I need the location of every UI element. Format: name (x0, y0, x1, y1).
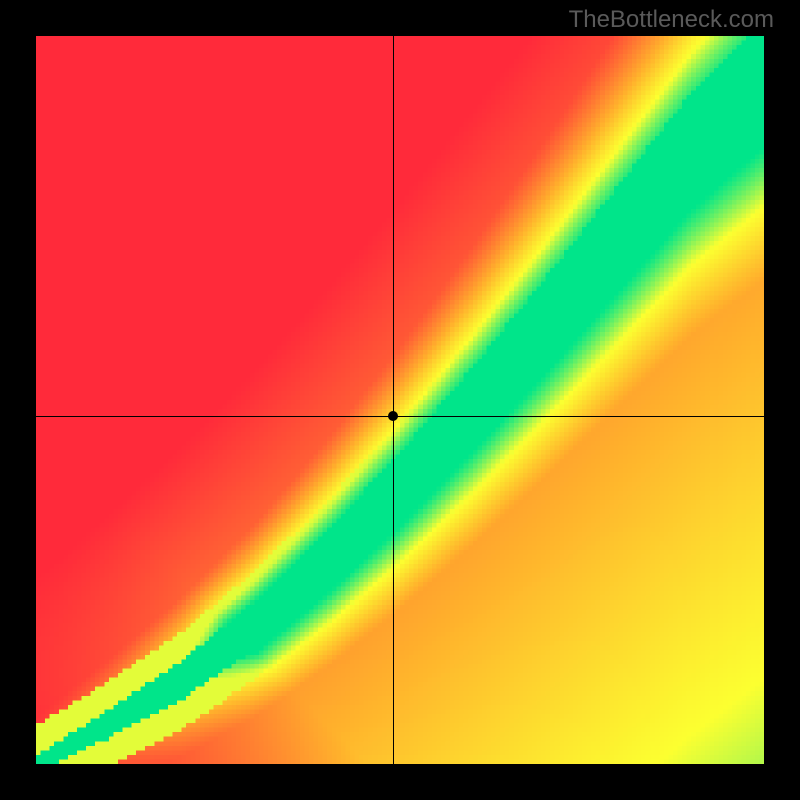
bottleneck-heatmap (36, 36, 764, 764)
watermark-text: TheBottleneck.com (569, 6, 774, 34)
chart-container: TheBottleneck.com (0, 0, 800, 800)
